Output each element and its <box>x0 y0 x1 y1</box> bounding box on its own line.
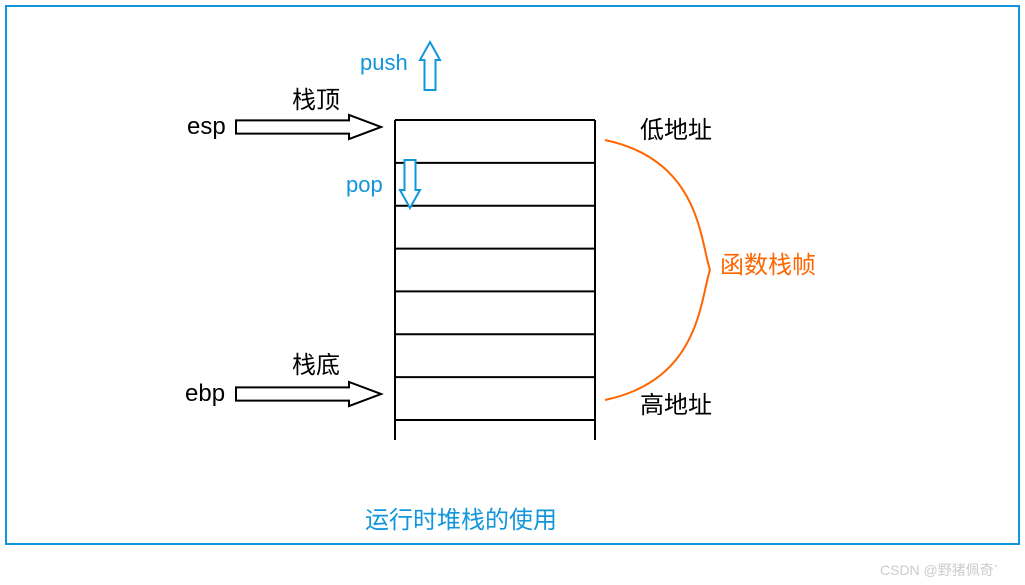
diagram-svg <box>0 0 1025 585</box>
push-label: push <box>360 50 408 76</box>
esp-label: esp <box>187 113 226 141</box>
ebp-label: ebp <box>185 380 225 408</box>
stack-frame-label: 函数栈帧 <box>720 245 816 280</box>
caption-label: 运行时堆栈的使用 <box>365 500 557 535</box>
high-addr-label: 高地址 <box>640 385 712 420</box>
stack-bot-label: 栈底 <box>292 345 340 380</box>
pop-label: pop <box>346 172 383 198</box>
stack-top-label: 栈顶 <box>292 80 340 115</box>
watermark-label: CSDN @野猪佩奇` <box>880 560 998 580</box>
low-addr-label: 低地址 <box>640 110 712 145</box>
